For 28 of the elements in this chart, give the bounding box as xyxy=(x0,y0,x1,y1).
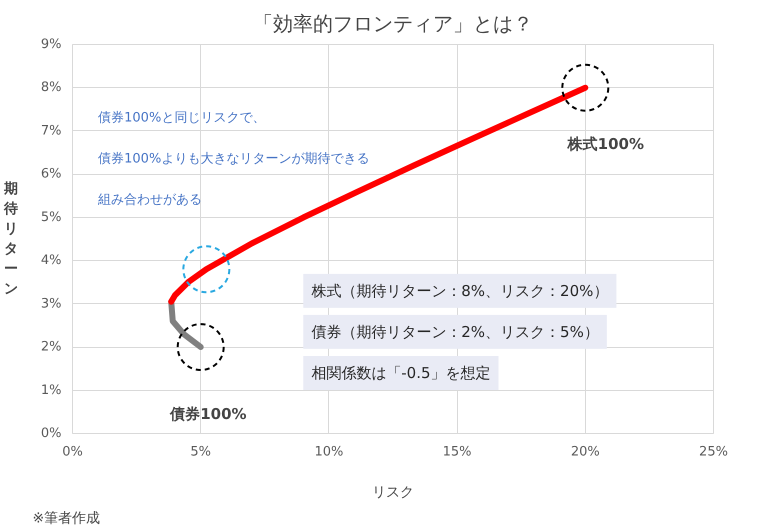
annotation: 債券（期待リターン：2%、リスク：5%） xyxy=(311,322,599,341)
x-axis-title: リスク xyxy=(372,484,414,500)
y-tick-label: 6% xyxy=(40,166,62,182)
y-tick-label: 9% xyxy=(40,37,62,52)
annotation: 株式（期待リターン：8%、リスク：20%） xyxy=(310,282,608,300)
x-tick-label: 0% xyxy=(62,444,83,460)
y-tick-label: 2% xyxy=(40,340,62,355)
y-tick-label: 1% xyxy=(40,382,62,398)
y-tick-label: 4% xyxy=(40,253,62,268)
annotation: 債券100%と同じリスクで、 xyxy=(98,110,266,126)
annotation: 組み合わせがある xyxy=(97,192,202,208)
annotation: 株式100% xyxy=(566,134,644,153)
x-tick-label: 10% xyxy=(314,444,344,460)
text: ※筆者作成 xyxy=(32,510,100,526)
y-tick-label: 7% xyxy=(40,123,62,138)
annotation: 債券100% xyxy=(169,405,247,424)
y-tick-label: 3% xyxy=(40,296,62,312)
x-tick-label: 5% xyxy=(190,444,212,460)
y-tick-label: 5% xyxy=(40,210,62,225)
x-tick-label: 25% xyxy=(699,444,728,460)
chart-title: 「効率的フロンティア」とは？ xyxy=(253,12,533,36)
x-tick-label: 20% xyxy=(570,444,600,460)
x-tick-label: 15% xyxy=(442,444,472,460)
y-axis-title: 期待リターン xyxy=(2,181,18,297)
annotation: 債券100%よりも大きなリターンが期待できる xyxy=(98,152,370,167)
y-tick-label: 8% xyxy=(40,80,62,96)
y-tick-label: 0% xyxy=(40,426,62,441)
annotation: 相関係数は「-0.5」を想定 xyxy=(311,364,491,382)
